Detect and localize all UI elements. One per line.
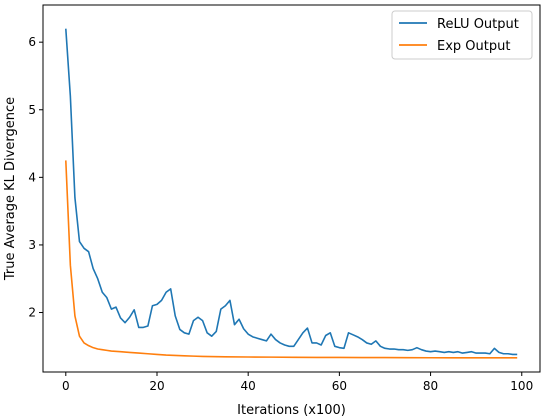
y-tick-label: 2 [28, 306, 36, 320]
x-tick-label: 60 [332, 379, 347, 393]
plot-lines [65, 28, 518, 359]
x-tick-label: 80 [423, 379, 438, 393]
legend-label-1: ReLU Output [437, 17, 519, 32]
x-axis-label: Iterations (x100) [237, 403, 346, 418]
x-tick-label: 20 [149, 379, 164, 393]
y-tick-label: 4 [28, 170, 36, 184]
y-tick-label: 6 [28, 35, 36, 49]
x-tick-label: 40 [241, 379, 256, 393]
y-tick-label: 3 [28, 238, 36, 252]
legend: ReLU Output Exp Output [391, 10, 533, 60]
y-axis-ticks: 2 3 4 5 6 [28, 35, 43, 320]
x-tick-label: 0 [62, 379, 70, 393]
y-tick-label: 5 [28, 103, 36, 117]
x-axis-ticks: 0 20 40 60 80 100 [62, 372, 533, 393]
x-tick-label: 100 [510, 379, 533, 393]
series-line-2 [65, 160, 518, 359]
legend-label-2: Exp Output [437, 39, 510, 54]
y-axis-label: True Average KL Divergence [3, 97, 18, 281]
plot-frame [42, 4, 541, 373]
series-line-1 [65, 28, 518, 356]
